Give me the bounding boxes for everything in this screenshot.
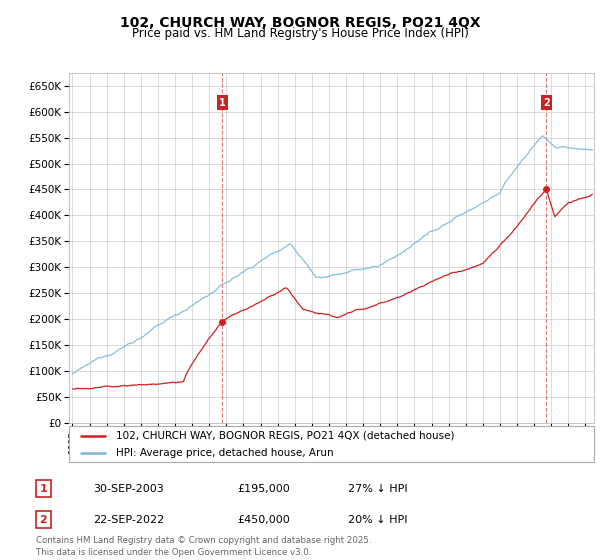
Text: 102, CHURCH WAY, BOGNOR REGIS, PO21 4QX: 102, CHURCH WAY, BOGNOR REGIS, PO21 4QX [119,16,481,30]
Text: £195,000: £195,000 [237,484,290,494]
Text: Contains HM Land Registry data © Crown copyright and database right 2025.
This d: Contains HM Land Registry data © Crown c… [36,536,371,557]
Text: 27% ↓ HPI: 27% ↓ HPI [348,484,407,494]
Text: £450,000: £450,000 [237,515,290,525]
Text: 2: 2 [40,515,47,525]
Text: 2: 2 [543,97,550,108]
Text: 1: 1 [218,97,226,108]
Text: 102, CHURCH WAY, BOGNOR REGIS, PO21 4QX (detached house): 102, CHURCH WAY, BOGNOR REGIS, PO21 4QX … [116,431,455,441]
Text: 1: 1 [40,484,47,494]
Text: 22-SEP-2022: 22-SEP-2022 [93,515,164,525]
Text: 30-SEP-2003: 30-SEP-2003 [93,484,164,494]
FancyBboxPatch shape [69,426,594,462]
Text: 20% ↓ HPI: 20% ↓ HPI [348,515,407,525]
Text: Price paid vs. HM Land Registry's House Price Index (HPI): Price paid vs. HM Land Registry's House … [131,27,469,40]
Text: HPI: Average price, detached house, Arun: HPI: Average price, detached house, Arun [116,448,334,458]
